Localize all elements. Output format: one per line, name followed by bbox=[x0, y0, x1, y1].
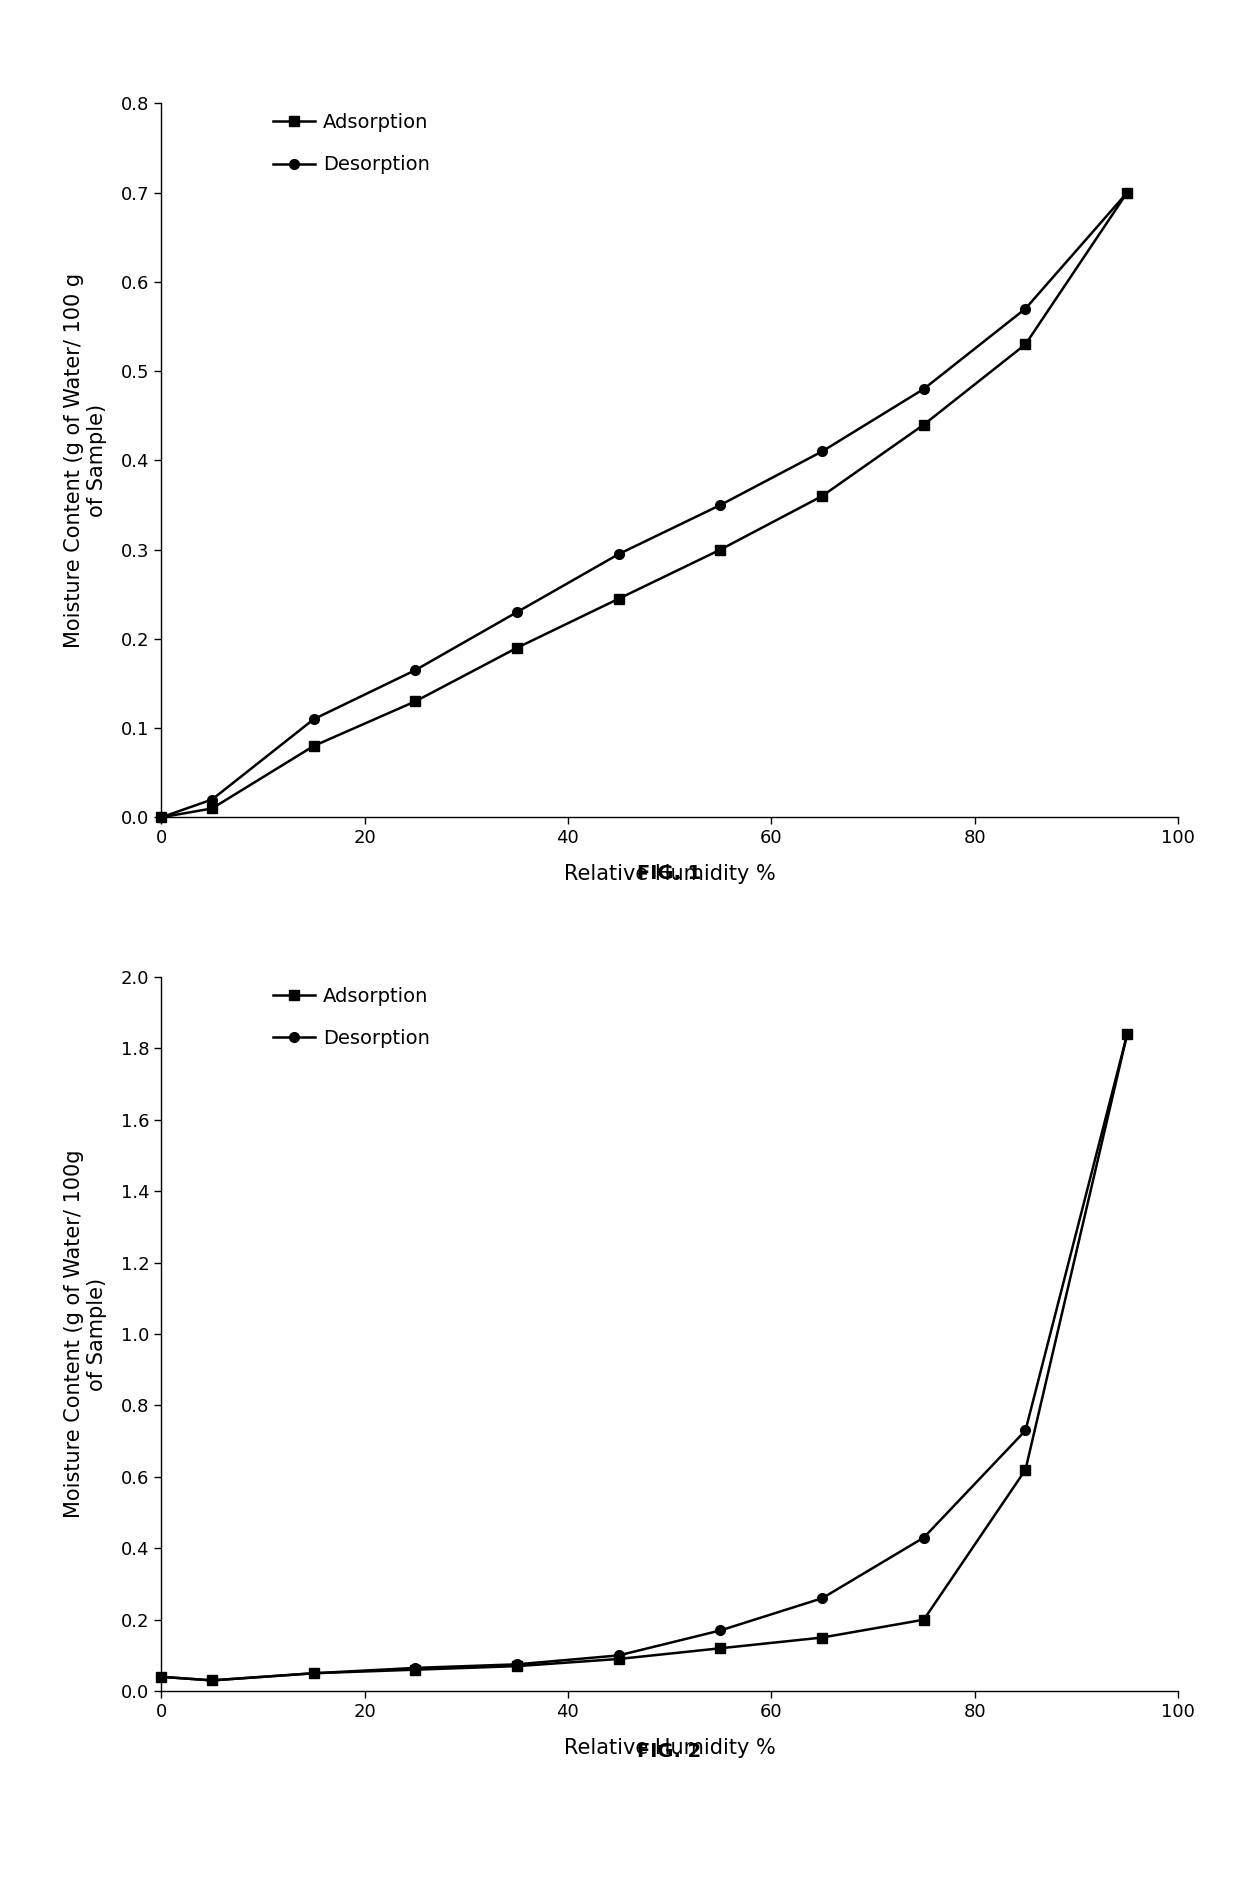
Adsorption bbox=[408, 1659, 423, 1682]
Adsorption bbox=[154, 806, 169, 829]
Adsorption bbox=[1018, 1458, 1033, 1481]
Adsorption bbox=[306, 735, 321, 757]
X-axis label: Relative Humidity %: Relative Humidity % bbox=[564, 864, 775, 883]
Adsorption bbox=[916, 413, 931, 436]
Adsorption bbox=[408, 690, 423, 712]
Desorption bbox=[510, 1654, 525, 1676]
Desorption bbox=[713, 1620, 728, 1642]
Adsorption bbox=[205, 1669, 219, 1691]
Adsorption bbox=[205, 797, 219, 819]
Adsorption bbox=[713, 539, 728, 562]
Desorption bbox=[154, 806, 169, 829]
Line: Adsorption: Adsorption bbox=[156, 188, 1132, 823]
Adsorption bbox=[1120, 1022, 1135, 1045]
Adsorption bbox=[815, 1625, 830, 1650]
Legend: Adsorption, Desorption: Adsorption, Desorption bbox=[273, 986, 430, 1048]
Adsorption bbox=[510, 637, 525, 660]
Desorption bbox=[408, 1657, 423, 1680]
Adsorption bbox=[815, 485, 830, 507]
Desorption bbox=[916, 1526, 931, 1548]
Adsorption bbox=[154, 1665, 169, 1687]
Adsorption bbox=[713, 1637, 728, 1659]
Line: Adsorption: Adsorption bbox=[156, 1030, 1132, 1685]
Y-axis label: Moisture Content (g of Water/ 100 g
of Sample): Moisture Content (g of Water/ 100 g of S… bbox=[63, 272, 107, 648]
Adsorption bbox=[611, 588, 626, 611]
Desorption bbox=[306, 1661, 321, 1684]
Desorption bbox=[815, 1588, 830, 1610]
Desorption bbox=[815, 440, 830, 462]
Desorption bbox=[713, 494, 728, 517]
Line: Desorption: Desorption bbox=[156, 188, 1132, 823]
Desorption bbox=[408, 660, 423, 682]
Text: FIG. 2: FIG. 2 bbox=[637, 1742, 702, 1761]
Desorption bbox=[205, 789, 219, 812]
Text: FIG. 1: FIG. 1 bbox=[637, 864, 702, 883]
Desorption bbox=[1018, 297, 1033, 319]
Adsorption bbox=[916, 1608, 931, 1631]
Y-axis label: Moisture Content (g of Water/ 100g
of Sample): Moisture Content (g of Water/ 100g of Sa… bbox=[63, 1150, 107, 1518]
Desorption bbox=[916, 378, 931, 400]
Adsorption bbox=[1018, 333, 1033, 355]
Desorption bbox=[611, 543, 626, 566]
Adsorption bbox=[306, 1661, 321, 1684]
Desorption bbox=[154, 1665, 169, 1687]
Line: Desorption: Desorption bbox=[156, 1030, 1132, 1685]
Desorption bbox=[611, 1644, 626, 1667]
Adsorption bbox=[1120, 182, 1135, 205]
Adsorption bbox=[510, 1655, 525, 1678]
Legend: Adsorption, Desorption: Adsorption, Desorption bbox=[273, 113, 430, 175]
X-axis label: Relative Humidity %: Relative Humidity % bbox=[564, 1738, 775, 1757]
Adsorption bbox=[611, 1648, 626, 1670]
Desorption bbox=[306, 708, 321, 731]
Desorption bbox=[1120, 1022, 1135, 1045]
Desorption bbox=[510, 601, 525, 624]
Desorption bbox=[1120, 182, 1135, 205]
Desorption bbox=[1018, 1419, 1033, 1441]
Desorption bbox=[205, 1669, 219, 1691]
